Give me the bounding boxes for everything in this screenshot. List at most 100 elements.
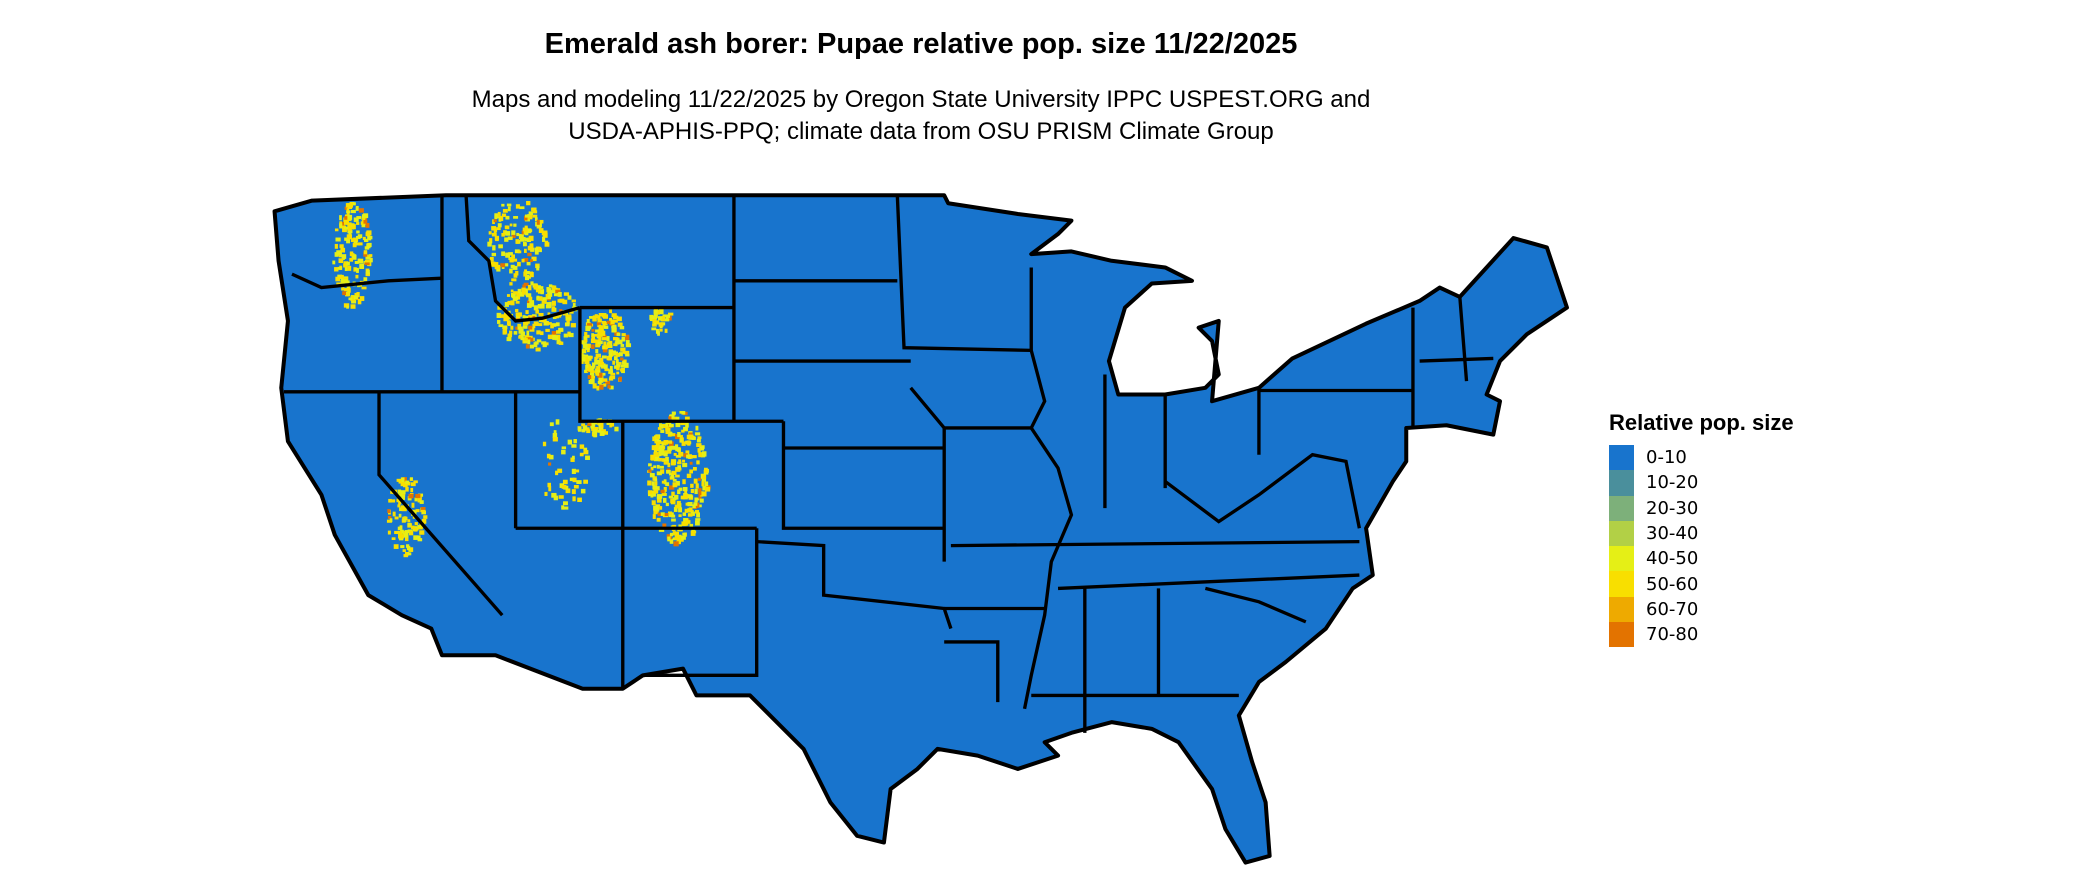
legend-label: 50-60 [1646, 573, 1699, 595]
legend-swatch [1609, 520, 1634, 547]
hotspot-pixel [654, 478, 658, 482]
hotspot-pixel [651, 500, 656, 506]
hotspot-pixel [346, 208, 350, 212]
hotspot-pixel [540, 289, 544, 295]
hotspot-pixel [368, 254, 373, 258]
hotspot-pixel [339, 223, 343, 229]
hotspot-pixel [415, 509, 420, 513]
hotspot-pixel [393, 544, 399, 549]
legend-item: 40-50 [1609, 546, 1794, 572]
hotspot-pixel [663, 440, 669, 445]
hotspot-pixel [540, 331, 544, 336]
hotspot-pixel [652, 315, 658, 320]
hotspot-pixel [659, 465, 664, 469]
hotspot-pixel [555, 419, 560, 425]
hotspot-pixel [663, 452, 668, 457]
hotspot-pixel [657, 512, 661, 517]
hotspot-pixel [588, 379, 593, 385]
hotspot-pixel [489, 238, 493, 244]
hotspot-pixel [695, 425, 699, 431]
hotspot-pixel [669, 441, 674, 447]
hotspot-pixel [353, 267, 357, 272]
hotspot-pixel [364, 262, 370, 266]
hotspot-pixel [502, 208, 508, 213]
hotspot-pixel [618, 376, 622, 382]
hotspot-pixel [606, 320, 611, 324]
hotspot-pixel [659, 506, 663, 510]
hotspot-pixel [625, 340, 630, 345]
hotspot-pixel [664, 318, 670, 322]
hotspot-pixel [579, 360, 584, 364]
hotspot-pixel [340, 279, 346, 284]
hotspot-pixel [524, 274, 530, 281]
hotspot-pixel [365, 222, 370, 228]
hotspot-pixel [611, 422, 615, 427]
hotspot-pixel [530, 281, 534, 286]
hotspot-pixel [543, 320, 549, 326]
hotspot-pixel [666, 468, 671, 472]
hotspot-pixel [548, 454, 554, 460]
hotspot-pixel [522, 325, 528, 329]
hotspot-pixel [558, 292, 562, 297]
hotspot-pixel [596, 321, 601, 326]
hotspot-pixel [685, 502, 690, 506]
hotspot-pixel [596, 365, 601, 371]
legend-item: 60-70 [1609, 596, 1794, 623]
hotspot-pixel [563, 292, 570, 296]
hotspot-pixel [682, 495, 688, 500]
hotspot-pixel [687, 509, 692, 513]
hotspot-pixel [679, 438, 683, 443]
hotspot-pixel [688, 494, 693, 499]
hotspot-pixel [558, 341, 564, 345]
hotspot-pixel [517, 261, 521, 267]
legend-label: 40-50 [1646, 548, 1699, 570]
hotspot-pixel [695, 518, 701, 521]
hotspot-pixel [620, 364, 626, 368]
hotspot-pixel [598, 425, 604, 431]
hotspot-pixel [535, 285, 541, 291]
hotspot-pixel [656, 517, 661, 522]
hotspot-pixel [660, 469, 665, 474]
hotspot-pixel [688, 432, 693, 436]
hotspot-pixel [696, 443, 702, 448]
hotspot-pixel [396, 498, 401, 503]
hotspot-pixel [346, 239, 350, 244]
hotspot-pixel [528, 211, 533, 215]
hotspot-pixel [615, 352, 620, 357]
hotspot-pixel [697, 504, 702, 508]
state-borders [283, 195, 1494, 733]
hotspot-pixel [510, 325, 514, 330]
hotspot-pixel [394, 516, 399, 520]
hotspot-pixel [405, 480, 409, 484]
hotspot-pixel [352, 224, 356, 230]
hotspot-pixel [600, 363, 606, 368]
hotspot-pixel [528, 296, 533, 302]
hotspot-pixel [610, 372, 616, 376]
hotspot-pixel [555, 289, 561, 295]
hotspot-pixel [687, 502, 693, 507]
hotspot-pixel [517, 326, 523, 330]
hotspot-pixel [597, 380, 602, 385]
hotspot-pixel [534, 247, 539, 251]
hotspot-pixel [423, 515, 428, 519]
hotspot-pixel [505, 263, 509, 267]
hotspot-pixel [614, 426, 619, 432]
hotspot-pixel [491, 252, 497, 257]
hotspot-pixel [593, 333, 599, 337]
hotspot-pixel [609, 365, 613, 371]
hotspot-pixel [658, 445, 664, 449]
hotspot-pixel [511, 293, 516, 299]
hotspot-pixel [523, 215, 528, 221]
hotspot-pixel [526, 228, 532, 234]
hotspot-pixel [358, 242, 363, 246]
hotspot-pixel [679, 410, 683, 414]
hotspot-pixel [352, 237, 359, 242]
hotspot-pixel [553, 285, 557, 291]
hotspot-pixel [562, 501, 568, 506]
hotspot-pixel [591, 375, 596, 379]
hotspot-pixel [526, 303, 532, 308]
legend-label: 30-40 [1646, 523, 1699, 545]
hotspot-pixel [570, 457, 575, 462]
hotspot-pixel [682, 411, 688, 416]
hotspot-pixel [660, 512, 665, 516]
